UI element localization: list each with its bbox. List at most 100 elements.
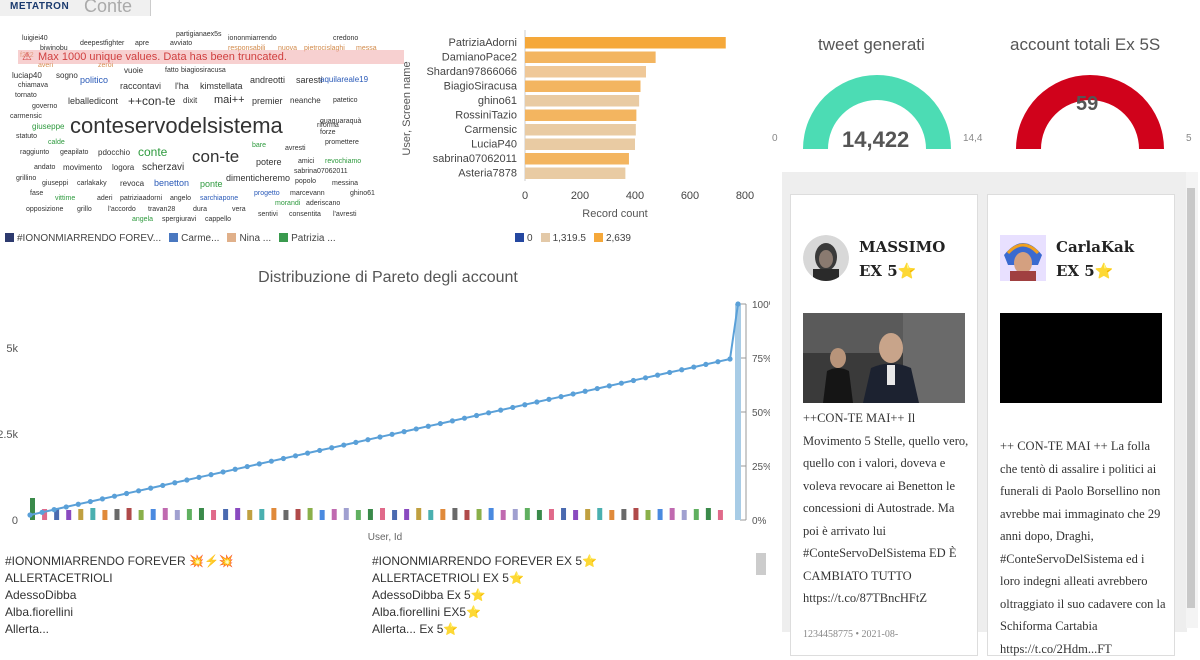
pareto-bar[interactable] (42, 509, 48, 520)
pareto-point[interactable] (486, 410, 492, 416)
word-cloud-word[interactable]: nuova (278, 45, 298, 52)
pareto-point[interactable] (87, 498, 93, 505)
pareto-point[interactable] (220, 469, 226, 475)
pareto-point[interactable] (691, 364, 697, 370)
word-cloud-word[interactable]: movimento (63, 163, 103, 172)
list-scrollbar[interactable] (756, 553, 766, 575)
pareto-bar[interactable] (669, 508, 675, 520)
pareto-point[interactable] (123, 490, 130, 497)
word-cloud-word[interactable]: dixit (183, 96, 198, 105)
account-list-right[interactable]: #IONONMIARRENDO FOREVER EX 5⭐ ALLERTACETR… (372, 553, 762, 638)
tweets-panel[interactable]: MASSIMO EX 5⭐ ++CON-TE MAI++ Il Movimento… (782, 172, 1187, 656)
pareto-point[interactable] (461, 415, 468, 421)
avatar[interactable] (1000, 235, 1046, 281)
word-cloud-word[interactable]: dura (193, 206, 208, 213)
pareto-point[interactable] (546, 396, 552, 402)
list-item[interactable]: #IONONMIARRENDO FOREVER EX 5⭐ (372, 554, 597, 568)
pareto-bar[interactable] (524, 508, 530, 520)
pareto-point[interactable] (172, 480, 178, 486)
word-cloud-word[interactable]: scherzavi (142, 162, 185, 173)
word-cloud-word[interactable]: leballedicont (68, 96, 119, 106)
pareto-chart[interactable]: Distribuzione di Pareto degli account 5k 2… (0, 262, 770, 552)
list-item[interactable]: ALLERTACETRIOLI (5, 571, 113, 585)
wordcloud-legend[interactable]: #IONONMIARRENDO FOREV... Carme... Nina ...… (5, 233, 344, 244)
word-cloud-word[interactable]: pietrocislaghi (304, 45, 345, 52)
pareto-bar[interactable] (66, 510, 72, 520)
word-cloud-word[interactable]: deepestfighter (80, 40, 125, 47)
word-cloud-word[interactable]: consentita (289, 211, 321, 218)
word-cloud-word[interactable]: biagiosiracusa (181, 67, 226, 74)
word-cloud-word[interactable]: fase (30, 190, 44, 197)
tweet-image[interactable] (803, 313, 965, 403)
word-cloud-word[interactable]: forze (320, 129, 336, 136)
word-cloud-word[interactable]: responsabili (228, 45, 266, 52)
list-item[interactable]: Allerta... (5, 622, 50, 636)
word-cloud-word[interactable]: raggiunto (20, 149, 50, 156)
word-cloud-word[interactable]: mai++ (214, 94, 245, 106)
pareto-bar[interactable] (404, 509, 410, 520)
pareto-point[interactable] (232, 466, 238, 472)
word-cloud-word[interactable]: chiamava (18, 82, 48, 89)
word-cloud-word[interactable]: andato (34, 164, 56, 171)
pareto-point[interactable] (389, 431, 395, 437)
pareto-bar[interactable] (609, 510, 615, 520)
pareto-bar[interactable] (464, 510, 470, 520)
word-cloud-word[interactable]: avresti (285, 145, 306, 152)
pareto-bar[interactable] (452, 508, 458, 520)
pareto-point[interactable] (51, 507, 57, 513)
pareto-point[interactable] (27, 512, 33, 518)
word-cloud-word[interactable]: bare (252, 142, 267, 149)
bar[interactable] (525, 153, 629, 165)
legend-item[interactable]: #IONONMIARRENDO FOREV... (5, 233, 161, 244)
pareto-point[interactable] (642, 375, 649, 381)
pareto-bar[interactable] (78, 509, 84, 520)
pareto-point[interactable] (268, 458, 274, 464)
pareto-bar[interactable] (585, 509, 591, 520)
word-cloud-word[interactable]: vera (232, 206, 246, 213)
pareto-bar[interactable] (573, 510, 579, 520)
pareto-point[interactable] (317, 447, 323, 454)
bar[interactable] (525, 109, 637, 122)
pareto-bar[interactable] (416, 508, 422, 520)
word-cloud-word[interactable]: l'accordo (108, 206, 136, 213)
word-cloud-word[interactable]: conte (138, 145, 168, 159)
pareto-point[interactable] (365, 437, 371, 443)
dashboard-title[interactable]: Conte (84, 0, 133, 16)
pareto-bar[interactable] (259, 509, 265, 520)
word-cloud-word[interactable]: politico (80, 75, 109, 85)
word-cloud-word[interactable]: morandi (275, 200, 301, 207)
pareto-bar[interactable] (488, 508, 494, 520)
pareto-bar[interactable] (283, 510, 289, 520)
legend-item[interactable]: Carme... (169, 233, 219, 244)
pareto-point[interactable] (184, 477, 190, 483)
list-item[interactable]: AdessoDibba Ex 5⭐ (372, 588, 486, 602)
bar[interactable] (525, 37, 726, 49)
pareto-bar[interactable] (476, 509, 482, 520)
word-cloud-word[interactable]: grillo (77, 206, 92, 213)
word-cloud-word[interactable]: calde (48, 139, 65, 146)
word-cloud-word[interactable]: aquilareale19 (320, 75, 369, 84)
word-cloud-word[interactable]: quaquaraquà (320, 118, 362, 125)
word-cloud-word[interactable]: credono (333, 35, 359, 42)
legend-item[interactable]: 0 (515, 233, 533, 244)
pareto-point[interactable] (292, 453, 299, 459)
pareto-bar[interactable] (186, 509, 192, 520)
word-cloud-word[interactable]: messa (356, 45, 377, 52)
pareto-bar[interactable] (512, 509, 518, 520)
pareto-bar[interactable] (319, 510, 325, 520)
account-list-left[interactable]: #IONONMIARRENDO FOREVER 💥⚡💥 ALLERTACETRIO… (5, 553, 365, 638)
pareto-point[interactable] (558, 394, 564, 400)
word-cloud-word[interactable]: promettere (325, 139, 359, 146)
pareto-bar[interactable] (355, 510, 361, 520)
pareto-bar[interactable] (717, 510, 723, 520)
bar[interactable] (525, 51, 656, 64)
word-cloud-word[interactable]: sarchiapone (200, 195, 239, 202)
pareto-bar[interactable] (536, 510, 542, 520)
pareto-bar[interactable] (126, 508, 132, 520)
pareto-point[interactable] (75, 501, 81, 507)
pareto-bar[interactable] (500, 510, 506, 520)
legend-item[interactable]: 2,639 (593, 233, 631, 244)
word-cloud-word[interactable]: carmensic (10, 113, 42, 120)
pareto-point[interactable] (654, 372, 661, 378)
pareto-bar[interactable] (54, 508, 60, 520)
